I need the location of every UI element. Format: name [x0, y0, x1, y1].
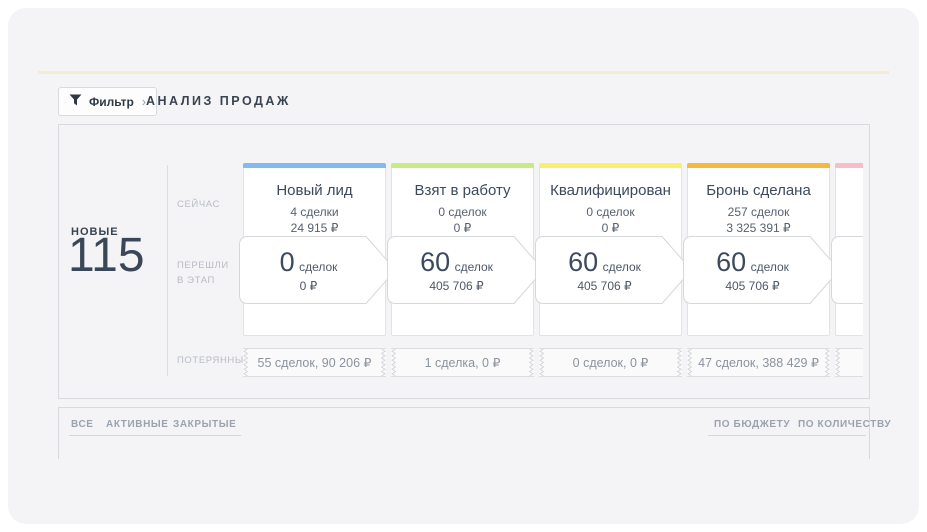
stage-now-count: 4 сделки	[290, 205, 339, 219]
stage-now-sum: 24 915 ₽	[290, 221, 339, 235]
moved-values: 60 сделок 405 706 ₽	[683, 236, 822, 304]
moved-values: 60 сделок 405 706 ₽	[535, 236, 674, 304]
tab-closed[interactable]: ЗАКРЫТЫЕ	[173, 419, 237, 430]
stage-now-count: 0 сделок	[586, 205, 635, 219]
lost-deals-box[interactable]: 47 сделок, 388 429 ₽	[687, 348, 830, 377]
moved-count: 60	[420, 247, 451, 277]
moved-unit: сделок	[299, 260, 338, 274]
moved-count: 60	[568, 247, 599, 277]
stage-now-sum: 3 325 391 ₽	[726, 221, 791, 235]
lost-deals-box[interactable]	[835, 348, 863, 377]
lost-deals-box[interactable]: 0 сделок, 0 ₽	[539, 348, 682, 377]
moved-to-stage-arrow[interactable]: 60 сделок 405 706 ₽	[683, 236, 840, 304]
funnel-filter-icon	[69, 93, 82, 111]
row-label-now: СЕЙЧАС	[177, 199, 220, 210]
row-label-moved: ПЕРЕШЛИ В ЭТАП	[177, 260, 229, 286]
filter-button[interactable]: Фильтр ›	[58, 87, 158, 116]
moved-to-stage-arrow[interactable]: 60 сделок 405 706 ₽	[535, 236, 692, 304]
moved-sum: 405 706 ₽	[429, 279, 484, 293]
stage-title: Бронь сделана	[706, 182, 811, 199]
stage-column-in-progress: Взят в работу 0 сделок 0 ₽ 60 сделок 405…	[387, 125, 544, 398]
tab-by-budget[interactable]: ПО БЮДЖЕТУ	[714, 419, 791, 430]
left-tabs-underline	[69, 435, 241, 436]
stage-column-new-lead: Новый лид 4 сделки 24 915 ₽ 0 сделок 0 ₽	[239, 125, 396, 398]
tab-active[interactable]: АКТИВНЫЕ	[106, 419, 169, 430]
stage-now-count: 257 сделок	[727, 205, 790, 219]
moved-sum: 405 706 ₽	[577, 279, 632, 293]
deals-list-panel: ВСЕ АКТИВНЫЕ ЗАКРЫТЫЕ ПО БЮДЖЕТУ ПО КОЛИ…	[58, 407, 891, 459]
right-tabs-underline	[708, 435, 866, 436]
stage-column-qualified: Квалифицирован 0 сделок 0 ₽ 60 сделок 40…	[535, 125, 692, 398]
stage-color-bar	[687, 163, 830, 168]
moved-sum: 0 ₽	[299, 279, 318, 293]
tab-by-quantity[interactable]: ПО КОЛИЧЕСТВУ	[798, 419, 892, 430]
stage-now-sum: 0 ₽	[453, 221, 472, 235]
funnel-summary-label: НОВЫЕ	[71, 226, 119, 238]
moved-unit: сделок	[454, 260, 493, 274]
lost-deals-text: 47 сделок, 388 429 ₽	[698, 356, 819, 370]
stage-title: Новый лид	[276, 182, 353, 199]
chevron-right-icon: ›	[141, 94, 147, 109]
moved-count: 0	[279, 247, 295, 277]
moved-values	[831, 236, 863, 304]
top-divider	[38, 71, 889, 74]
stage-title: Квалифицирован	[550, 182, 671, 199]
sales-funnel-panel: НОВЫЕ 115 СЕЙЧАС ПЕРЕШЛИ В ЭТАП ПОТЕРЯНН…	[58, 124, 870, 399]
lost-deals-box[interactable]: 55 сделок, 90 206 ₽	[243, 348, 386, 377]
lost-deals-text: 0 сделок, 0 ₽	[572, 356, 649, 370]
moved-unit: сделок	[750, 260, 789, 274]
moved-sum: 405 706 ₽	[725, 279, 780, 293]
filter-label: Фильтр	[89, 94, 134, 109]
moved-count: 60	[716, 247, 747, 277]
stage-color-bar	[243, 163, 386, 168]
stage-column-booking-made: Бронь сделана 257 сделок 3 325 391 ₽ 60 …	[683, 125, 840, 398]
stage-now-count: 0 сделок	[438, 205, 487, 219]
lost-deals-text: 55 сделок, 90 206 ₽	[257, 356, 372, 370]
row-label-lost: ПОТЕРЯННЫЕ	[177, 355, 251, 366]
stage-color-bar	[391, 163, 534, 168]
lost-deals-text: 1 сделка, 0 ₽	[424, 356, 501, 370]
moved-values: 0 сделок 0 ₽	[239, 236, 378, 304]
funnel-summary-value: 115	[68, 229, 145, 282]
dashboard-card: Фильтр › АНАЛИЗ ПРОДАЖ НОВЫЕ 115 СЕЙЧАС …	[8, 8, 919, 524]
moved-to-stage-arrow[interactable]: 60 сделок 405 706 ₽	[387, 236, 544, 304]
page-title: АНАЛИЗ ПРОДАЖ	[146, 94, 291, 108]
stage-title: Взят в работу	[414, 182, 511, 199]
stages-viewport: Новый лид 4 сделки 24 915 ₽ 0 сделок 0 ₽	[59, 125, 863, 398]
stage-now-sum: 0 ₽	[601, 221, 620, 235]
moved-to-stage-arrow[interactable]	[831, 236, 863, 304]
vertical-divider	[167, 165, 168, 376]
stage-color-bar	[835, 163, 863, 168]
lost-deals-box[interactable]: 1 сделка, 0 ₽	[391, 348, 534, 377]
tab-all[interactable]: ВСЕ	[71, 419, 94, 430]
moved-values: 60 сделок 405 706 ₽	[387, 236, 526, 304]
stage-color-bar	[539, 163, 682, 168]
stage-column-partial	[831, 125, 863, 398]
moved-to-stage-arrow[interactable]: 0 сделок 0 ₽	[239, 236, 396, 304]
moved-unit: сделок	[602, 260, 641, 274]
